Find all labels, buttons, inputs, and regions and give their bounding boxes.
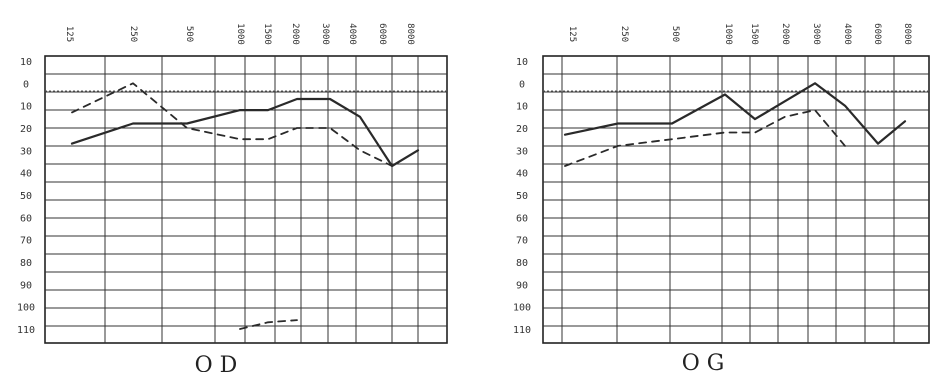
x-tick-label: 2000	[780, 23, 790, 45]
y-tick-label: 90	[20, 280, 32, 291]
y-tick-label: 10	[516, 57, 528, 68]
y-tick-label: 60	[516, 213, 528, 224]
x-tick-label: 250	[128, 26, 138, 42]
y-tick-label: 30	[20, 146, 32, 157]
y-tick-label: 70	[516, 236, 528, 247]
y-tick-label: 20	[516, 124, 528, 135]
y-tick-label: 110	[513, 325, 531, 336]
x-tick-label: 500	[670, 26, 680, 42]
panel-caption: O G	[682, 351, 725, 372]
bone-conduction-line	[72, 83, 392, 166]
y-tick-label: 0	[23, 79, 29, 90]
x-tick-label: 1000	[235, 23, 245, 45]
x-tick-label: 1000	[723, 23, 733, 45]
x-tick-label: 125	[64, 26, 74, 42]
y-tick-label: 0	[519, 79, 525, 90]
x-tick-label: 250	[619, 26, 629, 42]
x-tick-label: 2000	[290, 23, 300, 45]
y-tick-label: 30	[516, 146, 528, 157]
y-tick-label: 110	[17, 325, 35, 336]
x-tick-label: 6000	[377, 23, 387, 45]
y-tick-label: 100	[513, 303, 531, 314]
y-tick-label: 100	[17, 303, 35, 314]
x-tick-label: 1500	[749, 23, 759, 45]
bone-conduction-line	[240, 320, 297, 329]
y-tick-label: 40	[516, 169, 528, 180]
x-tick-label: 8000	[902, 23, 912, 45]
x-tick-label: 3000	[811, 23, 821, 45]
audiogram-right-ear: 125 250 500 1000 1500 2000 3000 4000 6000 8000100…	[17, 23, 447, 372]
x-tick-label: 500	[184, 26, 194, 42]
y-tick-label: 80	[20, 258, 32, 269]
x-tick-label: 4000	[347, 23, 357, 45]
x-tick-label: 8000	[405, 23, 415, 45]
bone-conduction-line	[565, 110, 845, 166]
x-tick-label: 125	[567, 26, 577, 42]
x-tick-label: 6000	[872, 23, 882, 45]
y-tick-label: 90	[516, 280, 528, 291]
y-tick-label: 10	[20, 57, 32, 68]
x-tick-label: 4000	[842, 23, 852, 45]
y-tick-label: 10	[516, 102, 528, 113]
y-tick-label: 70	[20, 236, 32, 247]
x-tick-label: 1500	[262, 23, 272, 45]
y-tick-label: 20	[20, 124, 32, 135]
panel-caption: O D	[195, 353, 238, 372]
audiogram-left-ear: 125 250 500 1000 1500 2000 3000 4000 6000 8000100…	[513, 23, 929, 372]
y-tick-label: 50	[20, 191, 32, 202]
y-tick-label: 80	[516, 258, 528, 269]
y-tick-label: 60	[20, 213, 32, 224]
y-tick-label: 10	[20, 102, 32, 113]
x-tick-label: 3000	[320, 23, 330, 45]
y-tick-label: 50	[516, 191, 528, 202]
y-tick-label: 40	[20, 169, 32, 180]
